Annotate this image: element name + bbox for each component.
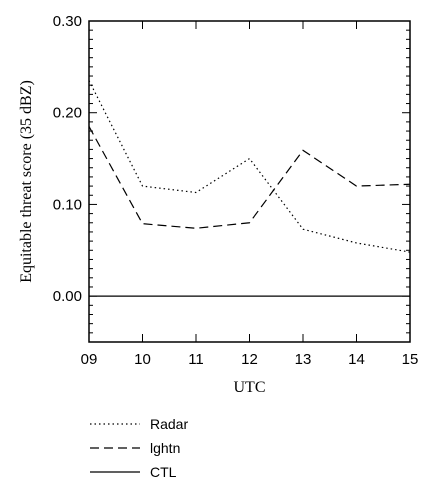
x-tick-label: 09 [81,351,98,368]
x-axis-title: UTC [234,379,266,396]
series-lines [88,80,411,297]
x-tick-label: 13 [295,351,312,368]
x-tick-label: 11 [188,351,204,368]
legend-label-radar: Radar [150,416,188,432]
legend-label-ctl: CTL [150,464,177,480]
x-tick-label: 15 [402,351,419,368]
y-tick-label: 0.10 [53,196,82,213]
axis-ticks [88,20,411,343]
series-line-radar [88,80,411,253]
legend-label-lghtn: lghtn [150,440,180,456]
y-tick-label: 0.00 [53,288,82,305]
y-tick-labels: 0.00 0.10 0.20 0.30 [53,13,82,305]
x-tick-label: 10 [134,351,151,368]
plot-frame [88,20,411,343]
x-tick-label: 12 [241,351,258,368]
y-tick-label: 0.20 [53,105,82,122]
x-tick-labels: 09 10 11 12 13 14 15 [81,351,419,368]
series-line-lghtn [88,126,411,229]
y-axis-title: Equitable threat score (35 dBZ) [18,80,35,283]
y-tick-label: 0.30 [53,13,82,30]
x-tick-label: 14 [348,351,365,368]
legend: Radar lghtn CTL [90,416,188,480]
